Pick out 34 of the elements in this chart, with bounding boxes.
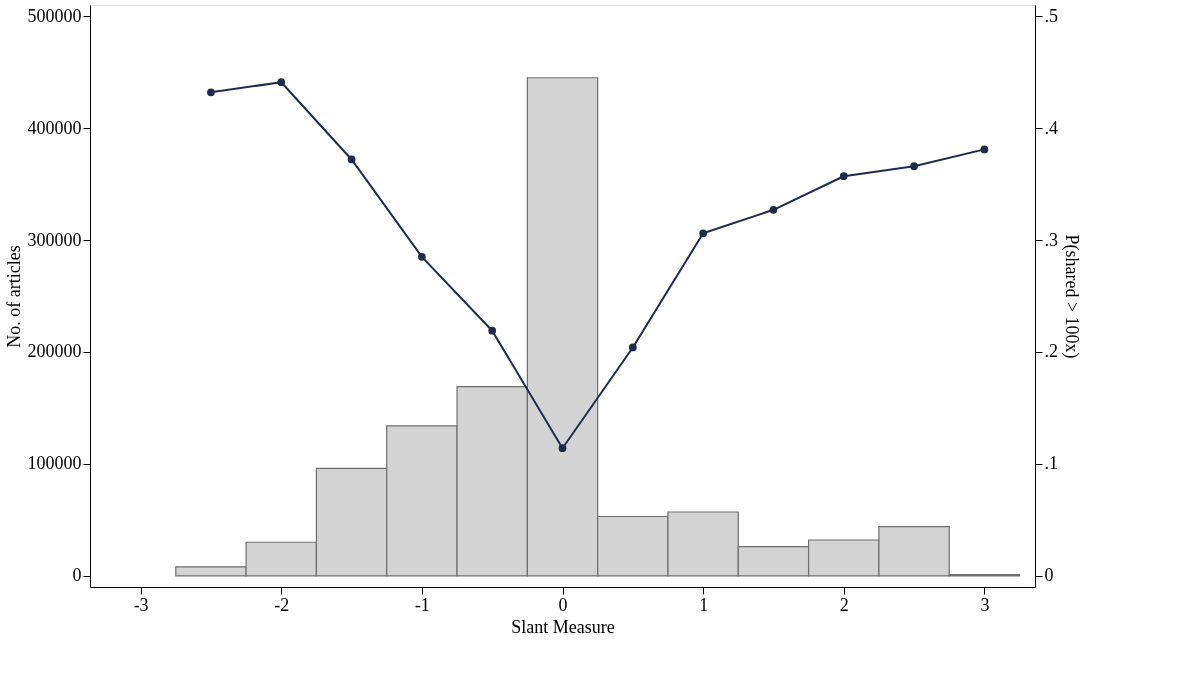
y-tick-label: 400000 [27,117,82,138]
point [699,229,707,238]
y-tick-label: 500000 [27,5,82,26]
point [910,162,918,171]
x-axis-title: Slant Measure [511,616,615,637]
y2-tick-label: .3 [1044,229,1058,250]
point [980,145,989,154]
point [207,88,215,97]
y-tick-label: 200000 [27,341,82,362]
point [488,326,497,335]
y2-tick-label: .2 [1044,341,1058,362]
point [347,155,356,164]
x-tick-label: 1 [699,594,709,615]
x-tick-label: -3 [133,594,149,615]
y2-tick-label: .5 [1044,5,1058,26]
point [418,252,426,261]
y2-axis-title: P(shared > 100x) [1061,234,1082,359]
point [628,343,637,352]
y-tick-label: 100000 [27,453,82,474]
x-tick-label: 0 [558,594,568,615]
x-tick-label: -2 [274,594,290,615]
point [277,78,286,87]
point [769,205,778,214]
x-tick-label: 3 [980,594,990,615]
y-tick-label: 0 [72,565,82,586]
y2-tick-label: .4 [1044,117,1058,138]
x-tick-label: 2 [839,594,849,615]
y-tick-label: 300000 [27,229,82,250]
x-tick-label: -1 [414,594,430,615]
point [839,172,848,181]
point [558,444,567,453]
y-axis-title: No. of articles [3,245,24,348]
y2-tick-label: 0 [1044,565,1054,586]
y2-tick-label: .1 [1044,453,1058,474]
